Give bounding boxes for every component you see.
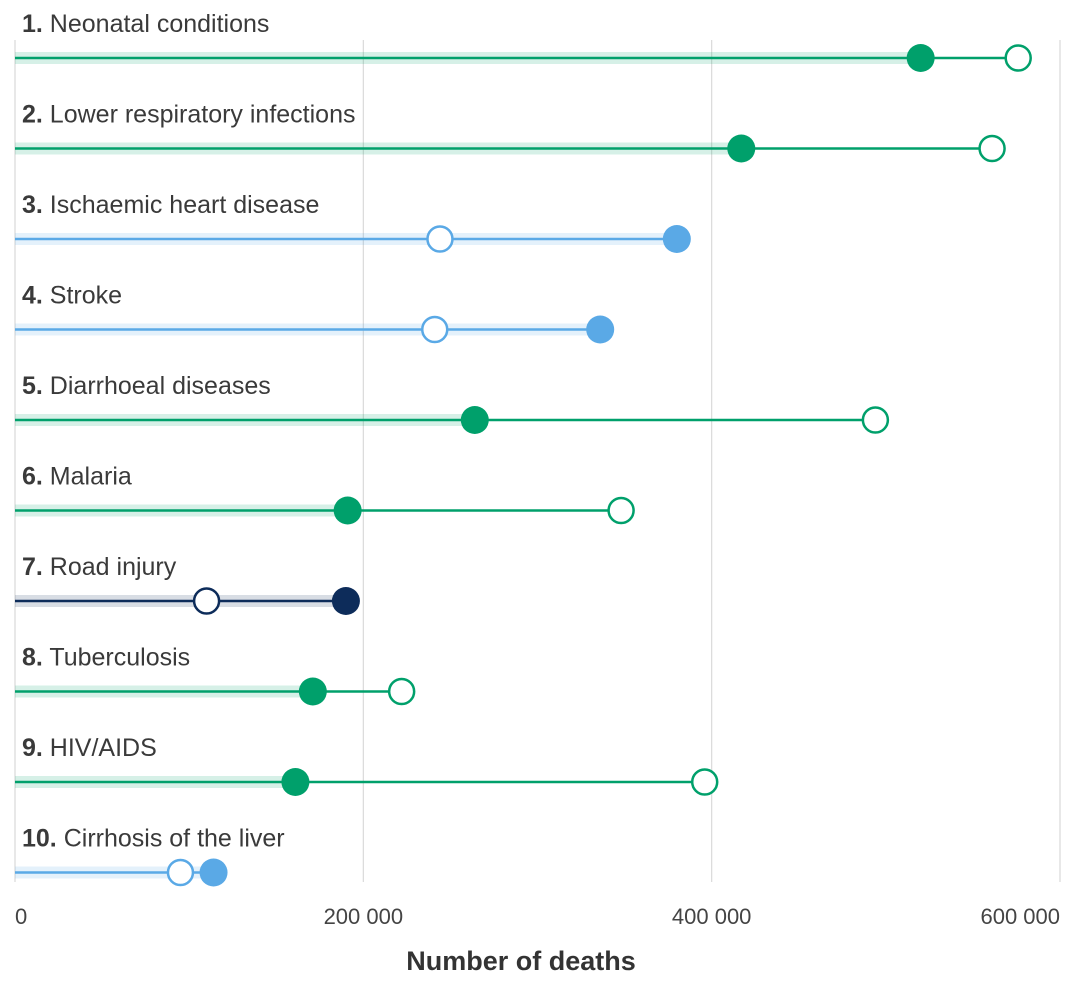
category-rank: 2.	[22, 101, 43, 129]
row-3: 3. Ischaemic heart disease	[15, 191, 691, 253]
filled-point	[298, 677, 327, 706]
category-name: Stroke	[43, 282, 122, 310]
category-rank: 3.	[22, 191, 43, 219]
category-name: Neonatal conditions	[43, 10, 270, 38]
hollow-point	[387, 677, 416, 706]
category-rank: 1.	[22, 10, 43, 38]
filled-point	[281, 768, 310, 796]
category-rank: 8.	[22, 644, 43, 672]
category-rank: 4.	[22, 282, 43, 310]
category-label: 10. Cirrhosis of the liver	[22, 825, 285, 853]
category-name: HIV/AIDS	[43, 734, 157, 762]
hollow-point	[1004, 44, 1032, 72]
category-rank: 7.	[22, 553, 43, 581]
category-label: 1. Neonatal conditions	[22, 10, 269, 38]
category-rank: 5.	[22, 372, 43, 400]
x-tick-label: 200 000	[324, 904, 404, 929]
x-axis-title: Number of deaths	[406, 946, 636, 976]
filled-point	[460, 406, 489, 434]
row-9: 9. HIV/AIDS	[15, 734, 719, 796]
category-label: 4. Stroke	[22, 282, 122, 310]
category-label: 6. Malaria	[22, 463, 132, 491]
category-label: 2. Lower respiratory infections	[22, 101, 356, 129]
category-label: 5. Diarrhoeal diseases	[22, 372, 271, 400]
filled-point	[331, 587, 360, 615]
filled-point	[586, 315, 615, 344]
filled-point	[727, 134, 756, 163]
category-name: Malaria	[43, 463, 132, 491]
category-label: 9. HIV/AIDS	[22, 734, 157, 762]
hollow-point	[166, 858, 195, 887]
category-name: Lower respiratory infections	[43, 101, 356, 129]
hollow-point	[607, 496, 635, 525]
x-tick-label: 0	[15, 904, 27, 929]
hollow-point	[426, 225, 454, 253]
row-6: 6. Malaria	[15, 463, 635, 525]
rows-layer: 1. Neonatal conditions 2. Lower respirato…	[15, 10, 1032, 887]
x-axis: 0 200 000 400 000 600 000	[15, 904, 1060, 929]
row-8: 8. Tuberculosis	[15, 644, 416, 706]
filled-point	[333, 496, 362, 525]
category-name: Tuberculosis	[43, 644, 190, 672]
filled-point	[199, 858, 228, 887]
hollow-point	[690, 768, 719, 796]
category-rank: 9.	[22, 734, 43, 762]
grid-layer	[14, 40, 1061, 882]
hollow-point	[192, 587, 221, 615]
filled-point	[906, 44, 935, 72]
hollow-point	[420, 315, 449, 344]
category-name: Ischaemic heart disease	[43, 191, 320, 219]
category-label: 7. Road injury	[22, 553, 177, 581]
category-name: Cirrhosis of the liver	[57, 825, 285, 853]
category-rank: 6.	[22, 463, 43, 491]
row-2: 2. Lower respiratory infections	[15, 101, 1006, 163]
hollow-point	[861, 406, 890, 434]
category-label: 3. Ischaemic heart disease	[22, 191, 319, 219]
row-1: 1. Neonatal conditions	[15, 10, 1032, 72]
x-tick-label: 600 000	[980, 904, 1060, 929]
row-5: 5. Diarrhoeal diseases	[15, 372, 890, 434]
category-name: Diarrhoeal diseases	[43, 372, 271, 400]
category-name: Road injury	[43, 553, 177, 581]
row-4: 4. Stroke	[15, 282, 615, 344]
filled-point	[662, 225, 691, 253]
category-rank: 10.	[22, 825, 57, 853]
category-label: 8. Tuberculosis	[22, 644, 190, 672]
x-tick-label: 400 000	[672, 904, 752, 929]
row-7: 7. Road injury	[15, 553, 360, 615]
row-10: 10. Cirrhosis of the liver	[15, 825, 285, 887]
hollow-point	[978, 134, 1006, 163]
